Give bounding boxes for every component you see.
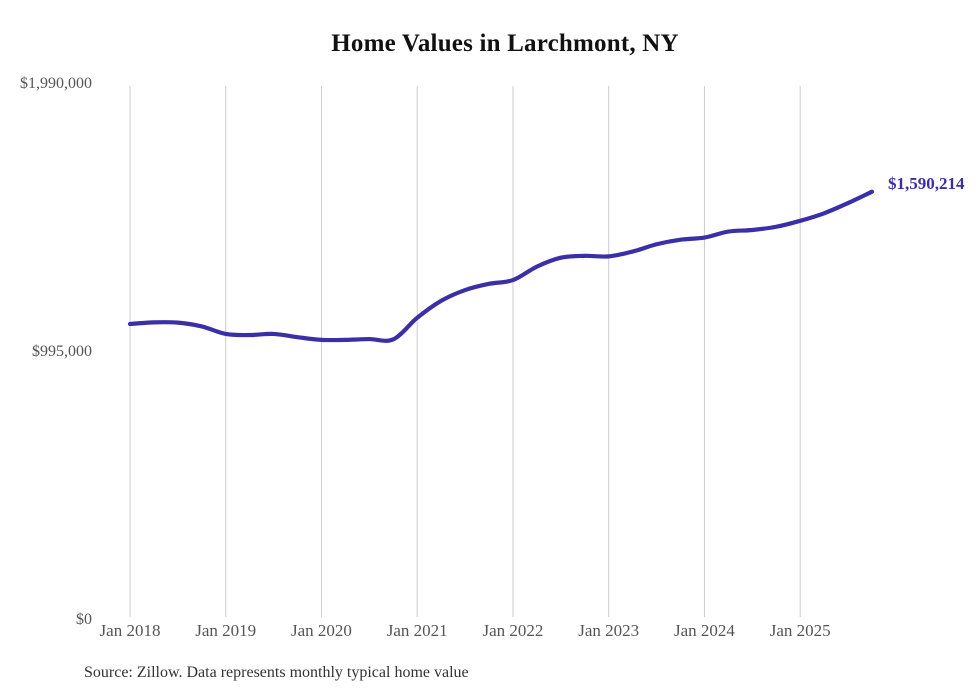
x-tick-jan-2023: Jan 2023 [578, 621, 640, 640]
home-value-line [127, 189, 875, 343]
x-tick-jan-2018: Jan 2018 [99, 621, 161, 640]
x-tick-jan-2025: Jan 2025 [769, 621, 831, 640]
end-value-label: $1,590,214 [888, 173, 965, 193]
gridlines [129, 86, 801, 617]
y-tick-0: $0 [76, 611, 92, 628]
chart-title: Home Values in Larchmont, NY [331, 30, 679, 57]
x-tick-jan-2021: Jan 2021 [386, 621, 448, 640]
y-tick-1990000: $1,990,000 [20, 75, 92, 92]
x-tick-jan-2022: Jan 2022 [482, 621, 544, 640]
y-tick-995000: $995,000 [32, 343, 92, 360]
x-tick-jan-2019: Jan 2019 [195, 621, 257, 640]
source-note: Source: Zillow. Data represents monthly … [84, 664, 469, 681]
x-tick-jan-2024: Jan 2024 [673, 621, 735, 640]
x-tick-jan-2020: Jan 2020 [291, 621, 352, 640]
